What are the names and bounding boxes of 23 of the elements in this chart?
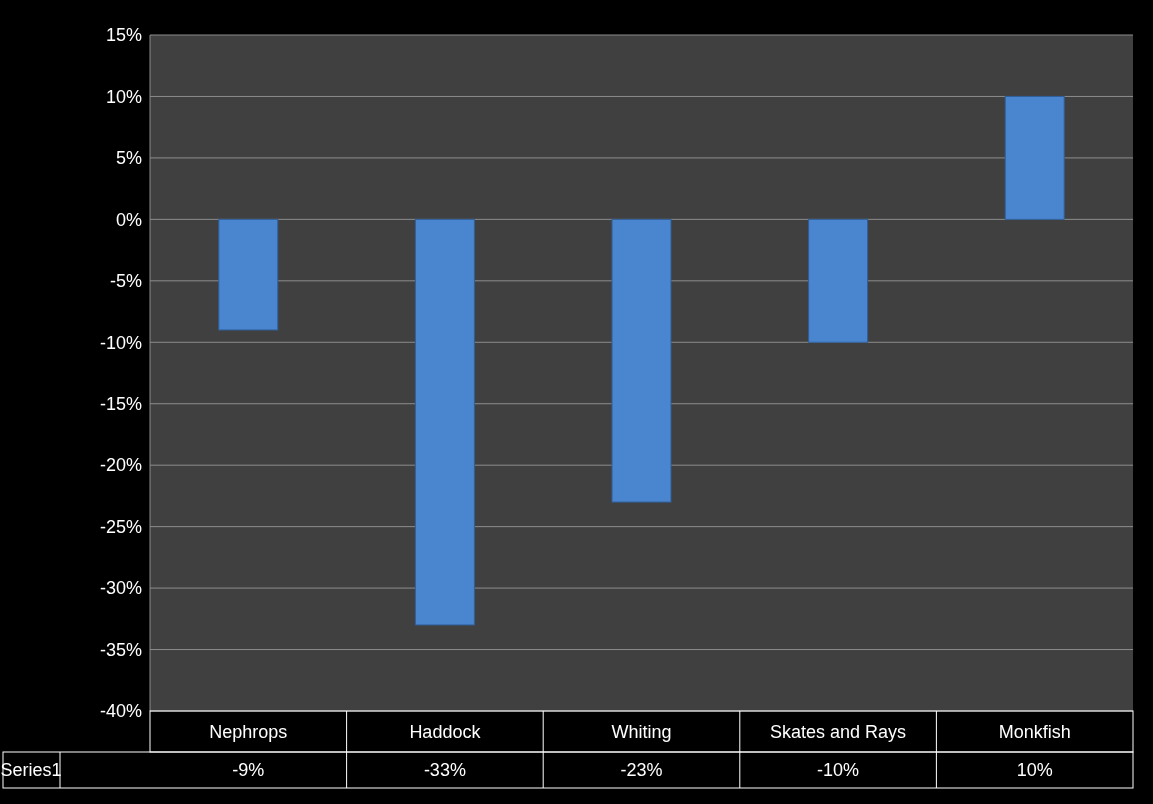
x-tick-label: Whiting xyxy=(611,721,672,742)
y-tick-label: 15% xyxy=(105,25,142,46)
y-tick-label: -15% xyxy=(99,394,142,415)
y-tick-label: 10% xyxy=(105,86,142,107)
y-tick-label: -35% xyxy=(99,639,142,660)
y-tick-label: -30% xyxy=(99,578,142,599)
x-tick-label: Nephrops xyxy=(209,721,288,742)
y-tick-label: 0% xyxy=(115,209,142,230)
data-label: 10% xyxy=(1016,760,1053,781)
x-tick-label: Skates and Rays xyxy=(770,721,907,742)
y-tick-label: -40% xyxy=(99,701,142,722)
text: Series1 xyxy=(0,760,62,781)
data-label: -23% xyxy=(620,760,663,781)
y-tick-label: 5% xyxy=(115,148,142,169)
x-tick-label: Haddock xyxy=(409,721,482,742)
y-tick-label: -20% xyxy=(99,455,142,476)
data-label: -33% xyxy=(423,760,466,781)
x-tick-label: Monkfish xyxy=(998,721,1071,742)
data-label: -9% xyxy=(232,760,265,781)
y-tick-label: -5% xyxy=(109,271,142,292)
data-label: -10% xyxy=(817,760,860,781)
y-tick-label: -25% xyxy=(99,516,142,537)
y-tick-label: -10% xyxy=(99,332,142,353)
